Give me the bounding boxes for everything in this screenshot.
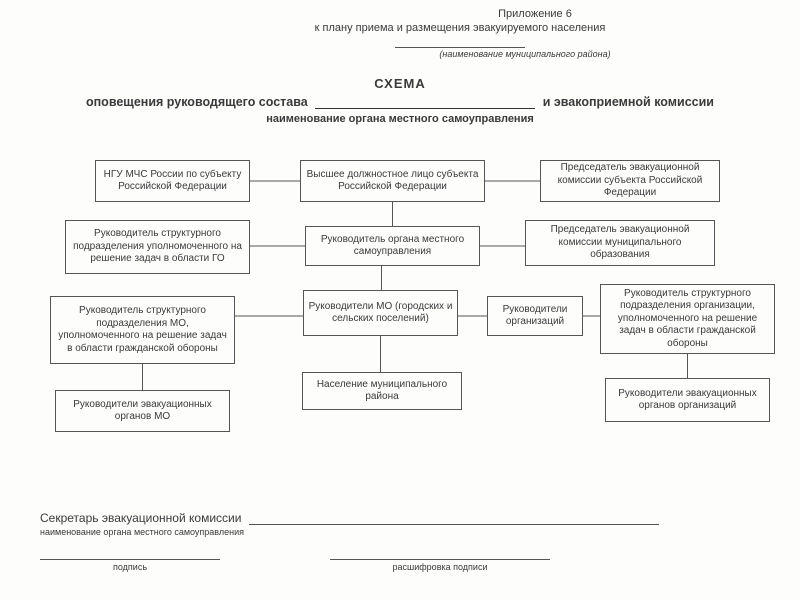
node-n6: Председатель эвакуационной комиссии муни… xyxy=(525,220,715,266)
node-n12: Население муниципального района xyxy=(302,372,462,410)
secretary-label: Секретарь эвакуационной комиссии xyxy=(40,511,241,525)
signature-1: подпись xyxy=(40,559,220,572)
footer-block: Секретарь эвакуационной комиссии наимено… xyxy=(40,511,760,572)
title-line1: СХЕМА xyxy=(0,76,800,91)
title-blank xyxy=(315,108,535,109)
node-n3: Председатель эвакуационной комиссии субъ… xyxy=(540,160,720,202)
plan-subtitle-text: к плану приема и размещения эвакуируемог… xyxy=(315,22,606,34)
blank-line-row xyxy=(120,36,800,48)
sig2-caption: расшифровка подписи xyxy=(330,562,550,572)
signature-2: расшифровка подписи xyxy=(330,559,550,572)
plan-subtitle: к плану приема и размещения эвакуируемог… xyxy=(120,22,800,34)
node-n5: Руководитель органа местного самоуправле… xyxy=(305,226,480,266)
secretary-line xyxy=(249,524,659,525)
appendix-label: Приложение 6 xyxy=(270,8,800,20)
title-line2: оповещения руководящего состава и эвакоп… xyxy=(0,95,800,109)
header-block: Приложение 6 к плану приема и размещения… xyxy=(0,8,800,59)
blank-underline xyxy=(395,47,525,48)
node-n13: Руководители эвакуационных органов орган… xyxy=(605,378,770,422)
secretary-sub: наименование органа местного самоуправле… xyxy=(40,527,760,537)
sig1-line xyxy=(40,559,220,560)
node-n4: Руководитель структурного подразделения … xyxy=(65,220,250,274)
node-n11: Руководители эвакуационных органов МО xyxy=(55,390,230,432)
node-n7: Руководитель структурного подразделения … xyxy=(50,296,235,364)
blank-caption: (наименование муниципального района) xyxy=(250,49,800,59)
node-n1: НГУ МЧС России по субъекту Российской Фе… xyxy=(95,160,250,202)
node-n8: Руководители МО (городских и сельских по… xyxy=(303,290,458,336)
node-n10: Руководитель структурного подразделения … xyxy=(600,284,775,354)
sig2-line xyxy=(330,559,550,560)
secretary-row: Секретарь эвакуационной комиссии xyxy=(40,511,760,525)
title-block: СХЕМА оповещения руководящего состава и … xyxy=(0,76,800,125)
title-line3: наименование органа местного самоуправле… xyxy=(0,113,800,125)
sig1-caption: подпись xyxy=(40,562,220,572)
signatures-row: подпись расшифровка подписи xyxy=(40,559,760,572)
node-n9: Руководители организаций xyxy=(487,296,583,336)
title-line2a: оповещения руководящего состава xyxy=(86,95,308,109)
title-line2b: и эвакоприемной комиссии xyxy=(543,95,714,109)
node-n2: Высшее должностное лицо субъекта Российс… xyxy=(300,160,485,202)
